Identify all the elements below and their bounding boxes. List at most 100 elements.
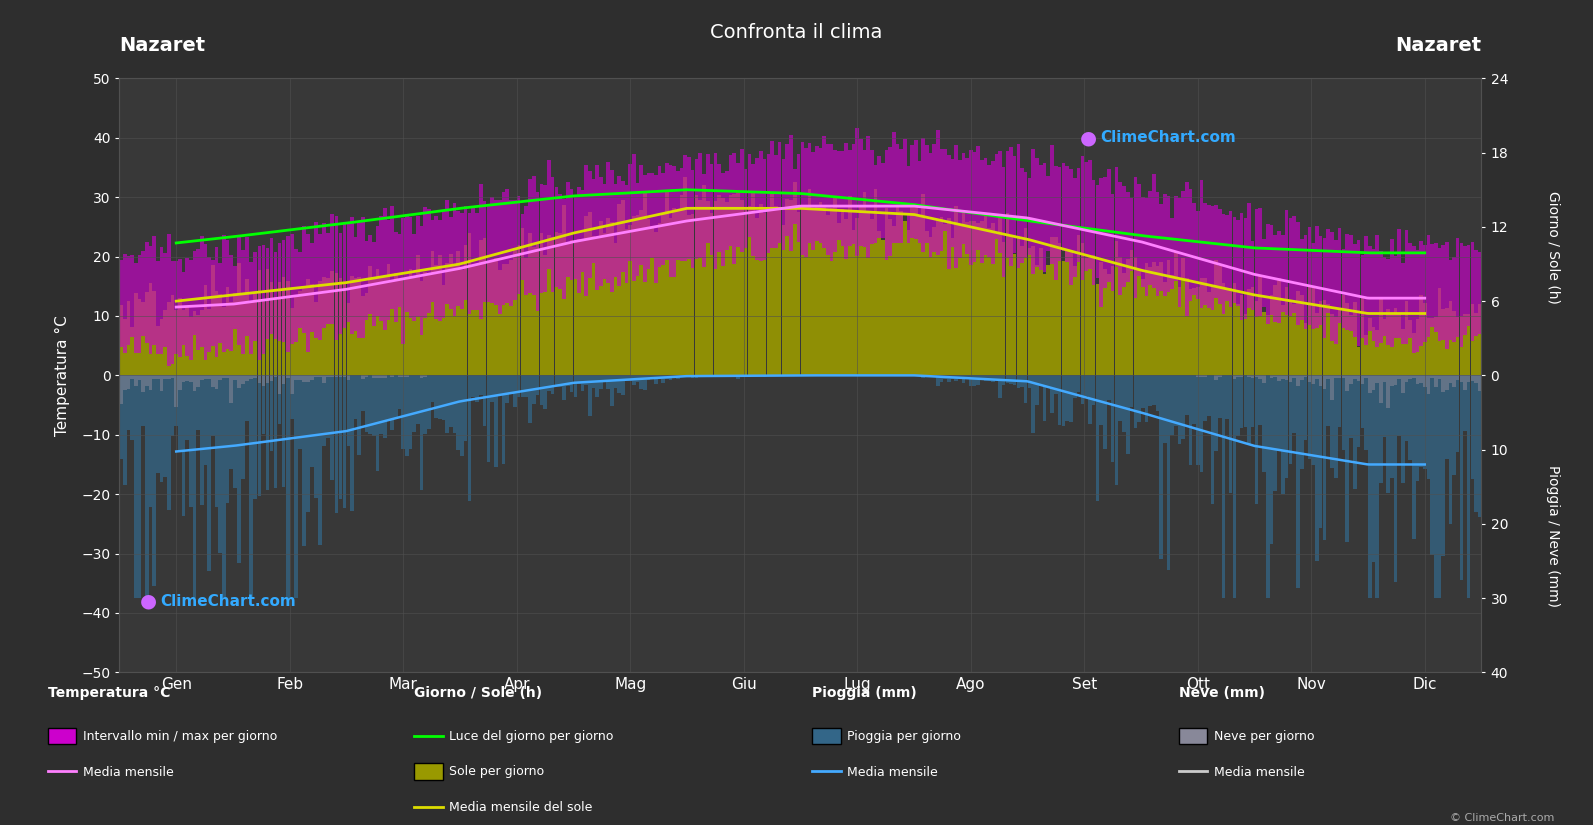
Bar (148, 247, 153, 354)
Text: Neve (mm): Neve (mm) (1179, 686, 1265, 700)
Bar (390, 205, 393, 309)
Bar (937, 130, 940, 255)
Bar (1360, 375, 1364, 384)
Bar (306, 375, 309, 512)
Bar (226, 240, 229, 348)
Bar (789, 200, 793, 375)
Bar (675, 172, 680, 260)
Bar (401, 219, 405, 344)
Bar (929, 237, 932, 375)
Bar (540, 184, 543, 293)
Bar (446, 200, 449, 304)
Bar (472, 265, 475, 375)
Bar (655, 375, 658, 384)
Bar (1137, 375, 1141, 422)
Bar (468, 233, 472, 375)
Bar (766, 208, 769, 375)
Bar (1375, 235, 1380, 347)
Bar (1375, 375, 1380, 383)
Bar (1368, 375, 1372, 598)
Bar (940, 375, 943, 382)
Bar (516, 245, 521, 375)
Bar (969, 221, 973, 375)
Text: Pioggia (mm): Pioggia (mm) (812, 686, 918, 700)
Bar (543, 186, 546, 292)
Bar (1239, 375, 1244, 428)
Bar (1171, 375, 1174, 435)
Bar (479, 375, 483, 395)
Bar (680, 375, 683, 378)
Bar (185, 375, 190, 440)
Bar (182, 309, 185, 375)
Bar (237, 238, 241, 345)
Bar (416, 215, 419, 317)
Bar (782, 159, 785, 250)
Bar (1118, 182, 1121, 295)
Bar (863, 149, 867, 248)
Bar (602, 375, 607, 381)
Bar (1091, 255, 1096, 375)
Bar (1099, 262, 1102, 375)
Bar (1203, 278, 1207, 375)
Bar (1228, 288, 1233, 375)
Bar (1061, 261, 1066, 375)
Bar (486, 206, 491, 302)
Bar (1247, 289, 1251, 375)
Bar (298, 290, 301, 375)
Bar (647, 375, 650, 380)
Bar (1239, 214, 1244, 320)
Bar (226, 375, 229, 503)
Bar (1386, 309, 1391, 375)
Bar (207, 309, 210, 375)
Bar (980, 375, 983, 379)
Bar (1474, 249, 1478, 336)
Bar (1308, 227, 1311, 324)
Bar (1346, 375, 1349, 542)
Bar (1445, 375, 1448, 459)
Bar (722, 173, 725, 266)
Bar (785, 199, 789, 375)
Bar (725, 202, 728, 375)
Bar (354, 279, 357, 375)
Bar (962, 375, 965, 384)
Bar (1058, 167, 1061, 261)
Bar (1145, 199, 1149, 296)
Bar (405, 276, 409, 375)
Bar (1411, 375, 1416, 378)
Bar (387, 220, 390, 320)
Bar (1327, 304, 1330, 375)
Bar (1258, 375, 1262, 425)
Bar (639, 375, 644, 389)
Bar (261, 375, 264, 435)
Bar (475, 213, 479, 310)
Bar (621, 181, 624, 271)
Bar (167, 375, 170, 379)
Bar (900, 148, 903, 243)
Bar (290, 375, 293, 394)
Bar (193, 375, 196, 598)
Bar (221, 375, 226, 378)
Bar (593, 236, 596, 375)
Bar (245, 237, 249, 337)
Bar (962, 211, 965, 375)
Bar (1013, 375, 1016, 385)
Bar (314, 222, 319, 338)
Bar (1258, 375, 1262, 379)
Bar (683, 177, 687, 375)
Bar (285, 281, 290, 375)
Bar (1333, 375, 1338, 378)
Bar (153, 375, 156, 379)
Bar (290, 233, 293, 344)
Bar (472, 375, 475, 397)
Bar (1453, 257, 1456, 342)
Bar (499, 270, 502, 375)
Bar (529, 179, 532, 293)
Text: Intervallo min / max per giorno: Intervallo min / max per giorno (83, 730, 277, 743)
Bar (207, 257, 210, 351)
Bar (405, 214, 409, 313)
Bar (379, 375, 382, 378)
Bar (892, 132, 895, 243)
Bar (1364, 375, 1368, 378)
Bar (811, 152, 816, 250)
Bar (409, 269, 413, 375)
